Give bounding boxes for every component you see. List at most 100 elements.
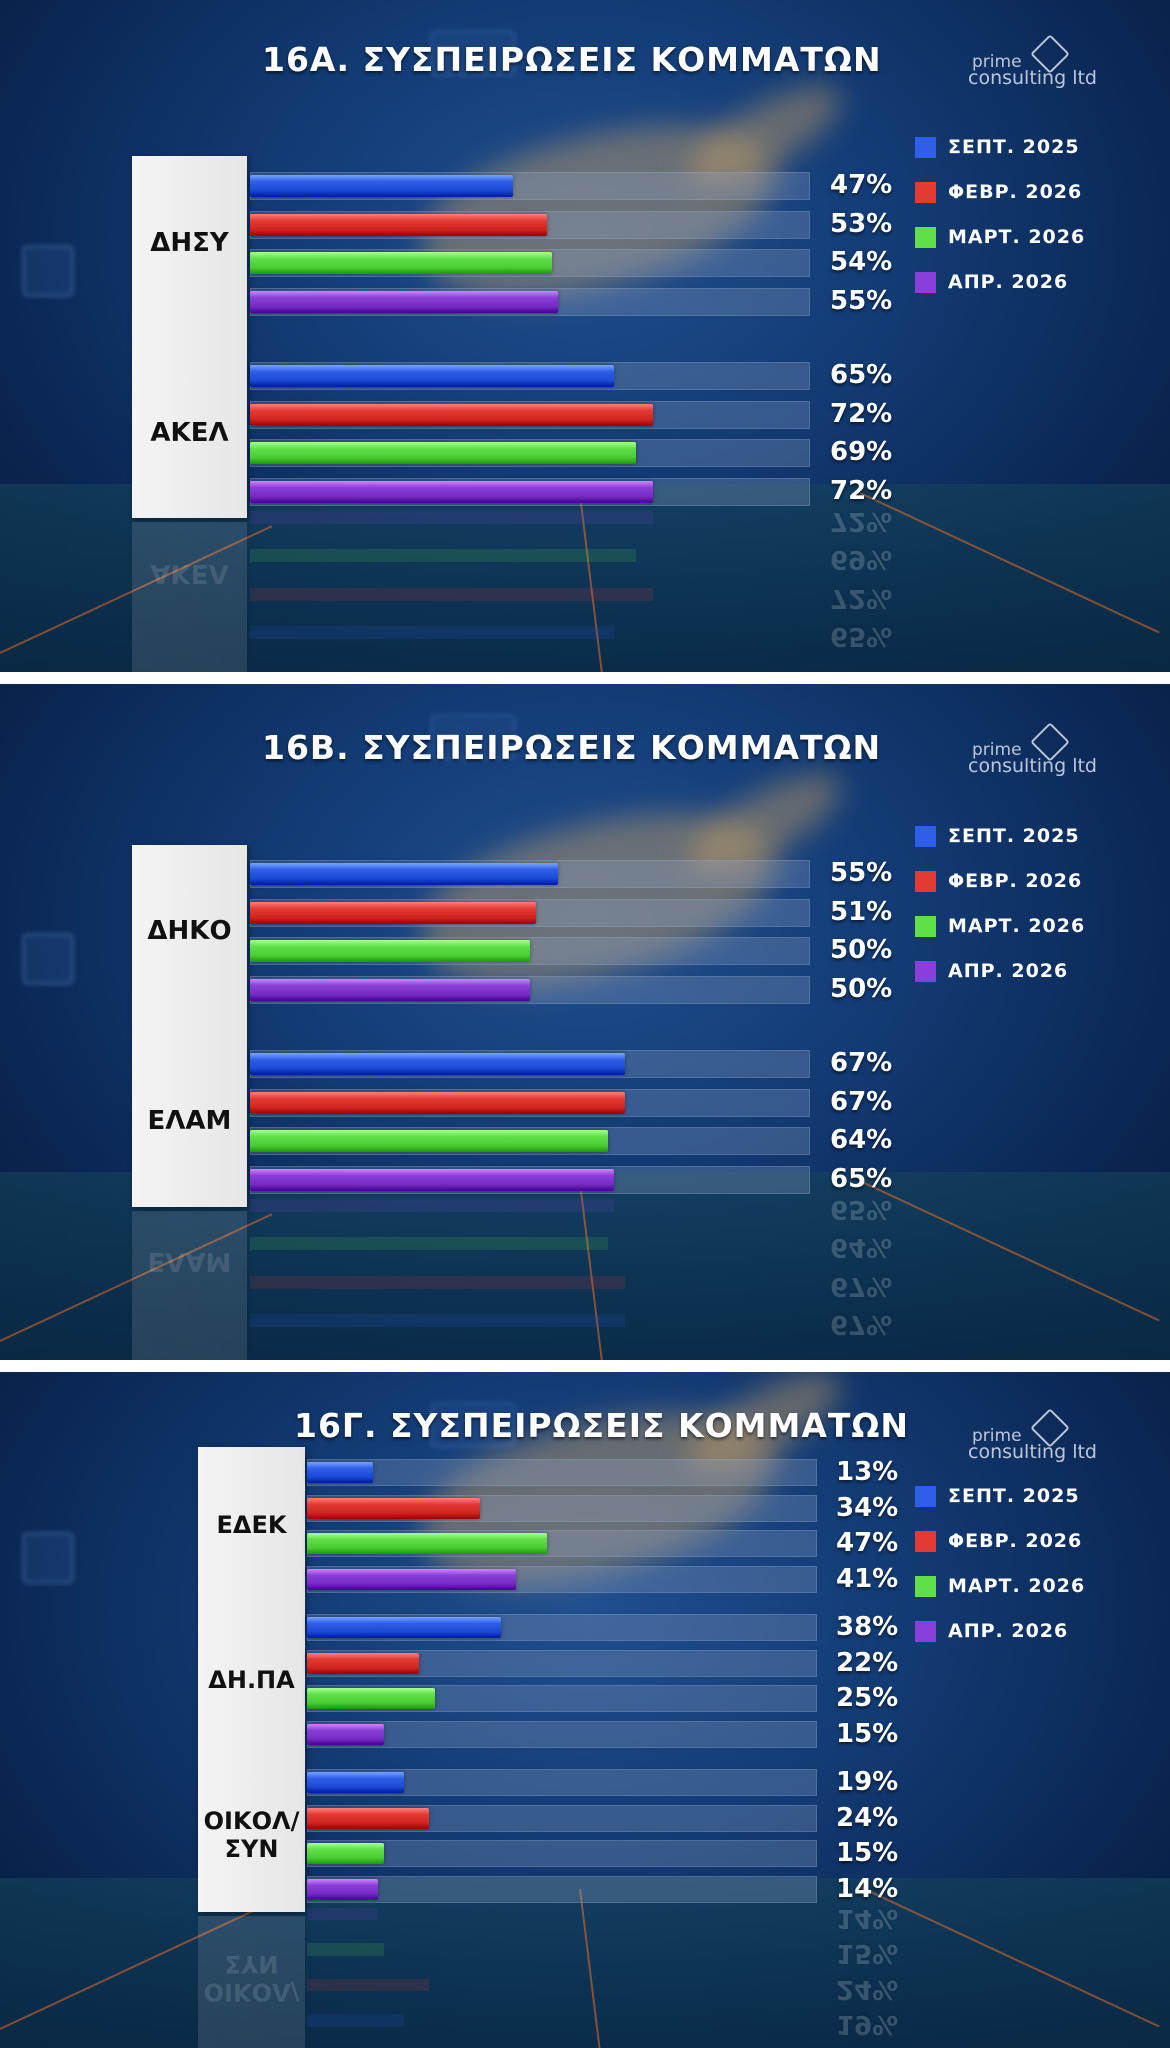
party-name-reflection: ΑΚΕΛ [150, 557, 229, 588]
logo-line-2: consulting ltd [968, 755, 1097, 777]
legend-item: ΣΕΠΤ. 2025 [915, 1485, 1080, 1507]
bar-mar-2026 [307, 1843, 384, 1864]
bar-feb-2026 [307, 1807, 430, 1829]
data-label: 41% [836, 1563, 899, 1594]
bar-apr-2026 [250, 480, 654, 503]
data-label: 24% [836, 1802, 899, 1833]
bar-sep-2025 [307, 1772, 404, 1793]
data-label-reflection: 67% [830, 1270, 893, 1301]
data-label-reflection: 64% [830, 1232, 893, 1262]
data-label: 50% [830, 935, 893, 965]
data-label: 34% [836, 1492, 899, 1523]
legend-item: ΑΠΡ. 2026 [915, 1620, 1068, 1642]
bar-reflection [250, 587, 654, 601]
background-glow-square [22, 1532, 74, 1584]
bar-apr-2026 [250, 978, 530, 1001]
data-label: 53% [830, 208, 893, 239]
legend-swatch [915, 271, 936, 293]
bar-mar-2026 [250, 252, 553, 274]
bar-apr-2026 [250, 290, 558, 313]
bar-reflection [307, 2014, 404, 2027]
legend-swatch [915, 1575, 936, 1597]
party-label-card [198, 1447, 305, 1912]
chart-title: 16Γ. ΣΥΣΠΕΙΡΩΣΕΙΣ ΚΟΜΜΑΤΩΝ [294, 1406, 910, 1445]
bar-reflection [250, 1314, 626, 1328]
data-label: 65% [830, 1163, 893, 1194]
chart-title: 16Α. ΣΥΣΠΕΙΡΩΣΕΙΣ ΚΟΜΜΑΤΩΝ [262, 40, 882, 79]
bar-apr-2026 [307, 1568, 517, 1590]
bar-reflection [250, 549, 637, 563]
legend-item: ΑΠΡ. 2026 [915, 960, 1068, 982]
legend-swatch [915, 870, 936, 892]
bar-sep-2025 [250, 863, 558, 885]
data-label: 72% [830, 398, 893, 429]
legend-label: ΑΠΡ. 2026 [948, 960, 1069, 982]
bar-mar-2026 [307, 1688, 435, 1709]
party-label-card [132, 156, 247, 518]
logo-line-1: prime [972, 1426, 1022, 1446]
data-label: 72% [830, 475, 893, 506]
bar-mar-2026 [250, 442, 637, 464]
data-label: 65% [830, 360, 893, 390]
legend-item: ΦΕΒΡ. 2026 [915, 1530, 1082, 1552]
data-label-reflection: 72% [830, 582, 893, 613]
bar-sep-2025 [307, 1462, 374, 1483]
bar-track [307, 1875, 817, 1903]
legend-item: ΣΕΠΤ. 2025 [915, 136, 1080, 158]
data-label: 38% [836, 1612, 899, 1642]
logo-line-2: consulting ltd [968, 67, 1097, 89]
bar-apr-2026 [307, 1723, 384, 1745]
bar-mar-2026 [250, 1130, 609, 1152]
bar-sep-2025 [250, 365, 614, 387]
party-label-card [132, 845, 247, 1207]
prime-consulting-logo: prime consulting ltd [968, 34, 1097, 89]
data-label-reflection: 14% [836, 1902, 899, 1933]
legend-swatch [915, 1530, 936, 1552]
legend-label: ΑΠΡ. 2026 [948, 1620, 1069, 1642]
data-label: 67% [830, 1086, 893, 1117]
legend-swatch [915, 1620, 936, 1642]
bar-sep-2025 [250, 175, 514, 197]
party-name: ΕΛΑΜ [147, 1105, 232, 1136]
legend-item: ΜΑΡΤ. 2026 [915, 226, 1085, 248]
bar-feb-2026 [250, 213, 547, 236]
data-label: 47% [830, 170, 893, 200]
legend-swatch [915, 226, 936, 248]
data-label: 14% [836, 1873, 899, 1904]
legend-label: ΣΕΠΤ. 2025 [948, 1485, 1080, 1507]
stage-floor [0, 1878, 1170, 2048]
bar-feb-2026 [250, 901, 536, 924]
party-name: ΔΗΚΟ [147, 915, 232, 946]
chart-panel: 16Β. ΣΥΣΠΕΙΡΩΣΕΙΣ ΚΟΜΜΑΤΩΝ prime consultin… [0, 684, 1170, 1360]
bar-reflection [307, 1907, 379, 1921]
party-name: ΟΙΚΟΛ/ ΣΥΝ [203, 1807, 300, 1863]
legend-label: ΦΕΒΡ. 2026 [948, 181, 1083, 203]
bar-reflection [250, 626, 614, 640]
legend-swatch [915, 825, 936, 847]
bar-mar-2026 [307, 1533, 547, 1554]
bar-apr-2026 [307, 1878, 379, 1900]
party-name: ΔΗΣΥ [150, 227, 229, 258]
bar-feb-2026 [250, 1091, 626, 1114]
party-label-card-reflection [132, 522, 247, 672]
data-label-reflection: 65% [830, 621, 893, 651]
data-label: 51% [830, 896, 893, 927]
legend-swatch [915, 136, 936, 158]
data-label: 15% [836, 1838, 899, 1868]
background-glow-square [22, 245, 74, 297]
prime-consulting-logo: prime consulting ltd [968, 1408, 1097, 1462]
legend-label: ΜΑΡΤ. 2026 [948, 915, 1086, 937]
legend-item: ΦΕΒΡ. 2026 [915, 181, 1082, 203]
bar-reflection [250, 1275, 626, 1289]
legend-swatch [915, 1485, 936, 1507]
legend-item: ΜΑΡΤ. 2026 [915, 1575, 1085, 1597]
bar-reflection [307, 1943, 384, 1956]
background-glow-square [430, 30, 516, 76]
logo-line-1: prime [972, 740, 1022, 760]
data-label: 64% [830, 1125, 893, 1155]
data-label-reflection: 69% [830, 544, 893, 574]
bar-feb-2026 [307, 1652, 420, 1674]
data-label: 55% [830, 858, 893, 888]
data-label: 55% [830, 285, 893, 316]
bar-reflection [250, 1198, 614, 1212]
